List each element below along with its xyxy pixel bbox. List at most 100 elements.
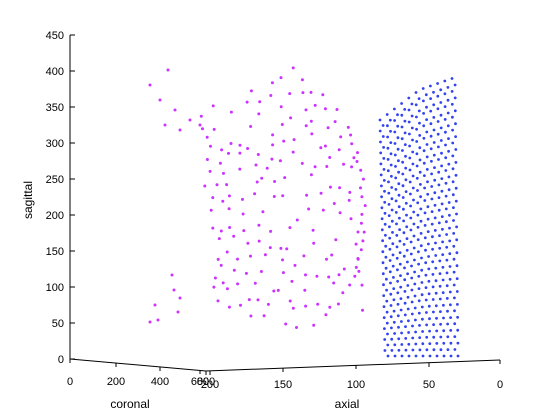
blue-point: [387, 191, 391, 195]
blue-point: [439, 113, 443, 117]
blue-point: [382, 283, 385, 287]
blue-point: [386, 146, 390, 150]
purple-point: [310, 132, 314, 136]
blue-point: [439, 88, 443, 92]
blue-point: [389, 304, 393, 307]
purple-point: [276, 288, 280, 292]
blue-point: [398, 262, 402, 266]
blue-point: [431, 285, 435, 289]
blue-point: [386, 158, 390, 161]
blue-point: [408, 132, 411, 136]
purple-point: [338, 211, 342, 215]
purple-point: [337, 148, 341, 152]
blue-point: [446, 335, 450, 339]
blue-point: [430, 210, 434, 214]
blue-point: [412, 222, 416, 226]
blue-point: [420, 281, 424, 284]
purple-point: [304, 304, 308, 308]
purple-point: [178, 128, 182, 132]
blue-point: [438, 246, 442, 250]
blue-point: [404, 325, 407, 328]
blue-point: [396, 302, 400, 306]
blue-point: [430, 197, 434, 201]
purple-point: [336, 302, 340, 306]
blue-point: [397, 348, 401, 352]
blue-point: [451, 193, 455, 197]
blue-point: [452, 232, 456, 235]
blue-point: [445, 284, 449, 288]
blue-point: [411, 162, 415, 166]
blue-point: [453, 109, 457, 113]
blue-point: [390, 349, 394, 352]
purple-point: [280, 123, 284, 126]
z-tick-label: 100: [46, 282, 64, 294]
blue-point: [424, 261, 428, 265]
blue-point: [437, 208, 441, 212]
purple-point: [263, 253, 267, 257]
blue-point: [418, 146, 422, 150]
purple-point: [271, 133, 275, 137]
purple-point: [249, 254, 252, 258]
blue-point: [439, 139, 443, 142]
blue-point: [445, 220, 448, 224]
blue-point: [433, 166, 436, 170]
purple-point: [291, 66, 295, 70]
x-tick-label: 100: [347, 379, 365, 391]
purple-point: [254, 163, 258, 167]
purple-point: [301, 91, 305, 95]
blue-point: [410, 264, 413, 268]
blue-point: [401, 149, 404, 152]
purple-point: [309, 90, 313, 94]
blue-point: [411, 324, 414, 328]
purple-point: [239, 303, 242, 307]
blue-point: [432, 348, 436, 352]
blue-point: [423, 199, 427, 202]
blue-point: [453, 96, 457, 100]
purple-point: [256, 298, 260, 302]
blue-point: [402, 219, 405, 223]
blue-point: [396, 113, 399, 117]
blue-point: [400, 354, 404, 358]
purple-point: [332, 202, 336, 205]
blue-point: [383, 327, 386, 330]
blue-point: [448, 213, 451, 217]
blue-point: [446, 98, 450, 102]
blue-point: [425, 143, 429, 146]
purple-point: [279, 76, 283, 80]
blue-point: [430, 185, 434, 188]
blue-point: [418, 348, 422, 352]
blue-point: [401, 160, 404, 164]
blue-point: [437, 170, 441, 174]
blue-point: [424, 286, 428, 289]
blue-point: [452, 244, 456, 248]
blue-point: [394, 188, 398, 191]
blue-point: [425, 323, 428, 327]
x-axis-label: axial: [335, 397, 360, 411]
blue-point: [414, 330, 417, 334]
purple-point: [309, 173, 313, 177]
blue-point: [442, 354, 446, 358]
blue-point: [445, 297, 449, 300]
purple-point: [300, 78, 304, 82]
blue-point: [414, 318, 417, 322]
purple-point: [257, 112, 261, 116]
blue-point: [454, 186, 458, 190]
blue-point: [430, 159, 433, 163]
blue-point: [439, 101, 443, 104]
blue-point: [383, 189, 386, 193]
purple-point: [342, 162, 346, 166]
blue-point: [392, 320, 396, 324]
purple-point: [201, 127, 204, 131]
z-tick-label: 350: [46, 102, 64, 114]
blue-point: [409, 216, 413, 220]
blue-point: [396, 124, 400, 128]
blue-point: [408, 168, 412, 172]
purple-point: [269, 94, 273, 97]
blue-point: [390, 208, 394, 212]
blue-point: [380, 228, 384, 232]
blue-point: [443, 105, 447, 108]
purple-point: [312, 323, 316, 327]
purple-point: [354, 265, 358, 269]
blue-point: [407, 108, 411, 112]
blue-point: [389, 315, 393, 319]
